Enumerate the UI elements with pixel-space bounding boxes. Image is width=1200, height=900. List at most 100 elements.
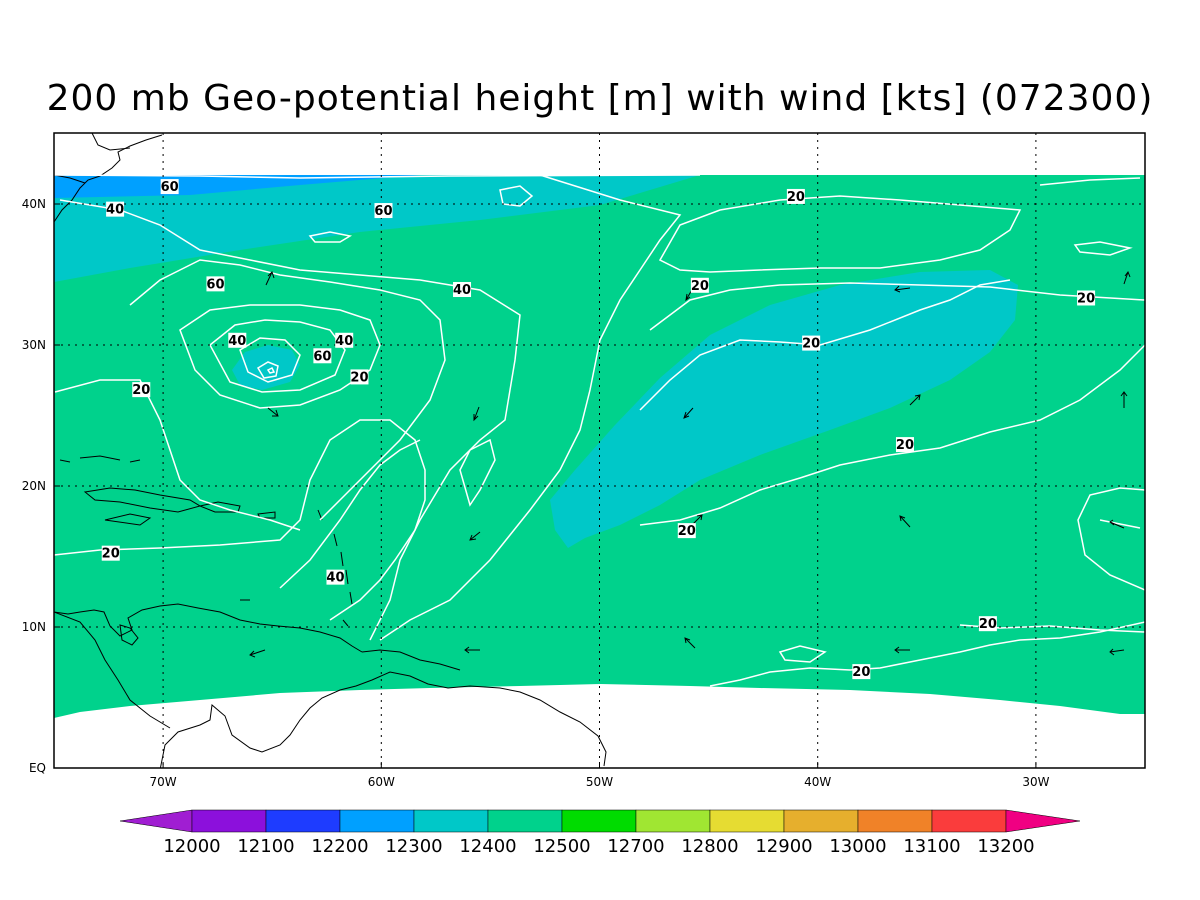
contour-label: 20: [690, 277, 709, 294]
height-field-12300-12400-low: [232, 345, 300, 390]
colorbar-box: [265, 809, 341, 833]
colorbar-box: [191, 809, 267, 833]
colorbar-label: 12200: [311, 836, 368, 857]
contour-label-text: 40: [326, 571, 344, 586]
contour-label-box: [335, 332, 354, 348]
colorbar-label: 13000: [829, 836, 886, 857]
contour-label-text: 20: [852, 665, 870, 680]
contour-label: 20: [852, 664, 870, 680]
colorbar-box: [783, 809, 859, 833]
contour-label: 20: [132, 382, 150, 398]
wind-vectors: [249, 270, 1131, 658]
lat-tick-label: 20N: [22, 479, 46, 493]
contour-label-text: 20: [1077, 291, 1095, 306]
contour-labels: 60 40 60 20 60 40 20 20 40 40 60 20 20 20 20 20 20 40 20 20: [102, 179, 1095, 680]
contour-label-text: 40: [453, 283, 471, 298]
colorbar-box: [709, 809, 785, 833]
contour-label: 40: [228, 332, 247, 349]
contour-label-box: [206, 276, 225, 292]
height-field-12200-12300-north: [54, 175, 420, 198]
contour-label-text: 60: [161, 180, 179, 195]
contour-label-text: 20: [350, 370, 368, 385]
contour-label-text: 40: [106, 203, 124, 218]
contour-label-box: [453, 282, 472, 298]
height-field-12300-12400-north: [54, 175, 700, 282]
colorbar-box: [857, 809, 933, 833]
contour-label-text: 60: [313, 349, 331, 364]
contour-label-box: [228, 332, 247, 348]
colorbar-label: 12300: [385, 836, 442, 857]
contour-label: 60: [313, 348, 331, 364]
lat-tick-label: 30N: [22, 338, 46, 352]
contour-label-box: [101, 545, 120, 561]
contour-label-box: [132, 382, 151, 398]
contour-label-text: 60: [374, 204, 392, 219]
contour-label: 20: [101, 545, 120, 562]
contour-label: 40: [106, 201, 125, 218]
contour-label: 40: [335, 332, 354, 349]
lat-tick-label: 40N: [22, 197, 46, 211]
lon-tick-label: 30W: [1022, 775, 1049, 789]
contour-label-text: 20: [979, 617, 997, 632]
colorbar-box: [931, 809, 1007, 833]
lat-tick-label: EQ: [29, 761, 46, 775]
colorbar-label: 12000: [163, 836, 220, 857]
lon-tick-label: 40W: [804, 775, 831, 789]
contour-label-text: 20: [678, 524, 696, 539]
contour-label-box: [895, 437, 914, 453]
contour-label: 60: [161, 179, 179, 195]
contour-label-text: 60: [206, 277, 224, 292]
contour-label: 20: [786, 188, 805, 205]
colorbar-low-arrow: [119, 809, 193, 833]
height-field-12300-12400-ridge: [550, 270, 1018, 548]
lon-tick-label: 50W: [586, 775, 613, 789]
contour-label: 60: [374, 203, 393, 219]
colorbar-label: 12400: [459, 836, 516, 857]
contour-label-box: [690, 277, 709, 293]
lat-tick-label: 10N: [22, 620, 46, 634]
contour-label: 20: [802, 335, 821, 352]
contour-label-box: [802, 335, 821, 351]
contour-label-box: [106, 201, 125, 217]
colorbar-box: [635, 809, 711, 833]
contour-label-text: 40: [335, 334, 353, 349]
contour-label-box: [786, 188, 805, 204]
lon-tick-label: 70W: [150, 775, 177, 789]
contour-label-box: [1077, 290, 1096, 306]
contour-label-box: [326, 569, 345, 585]
contour-label-text: 20: [132, 383, 150, 398]
colorbar-box: [339, 809, 415, 833]
colorbar-label: 13200: [977, 836, 1034, 857]
contour-label-box: [852, 664, 871, 680]
colorbar-label: 13100: [903, 836, 960, 857]
colorbar-label: 12500: [533, 836, 590, 857]
contour-label: 20: [1077, 290, 1095, 306]
colorbar-label: 12100: [237, 836, 294, 857]
colorbar-high-arrow: [1005, 809, 1081, 833]
contour-label-text: 20: [787, 190, 805, 205]
contour-label-box: [160, 179, 179, 195]
contour-label: 40: [326, 569, 345, 586]
colorbar-label: 12800: [681, 836, 738, 857]
contour-label-text: 20: [802, 337, 820, 352]
height-contours: [54, 174, 1145, 687]
contour-label-text: 20: [102, 547, 120, 562]
contour-label: 20: [896, 437, 914, 453]
contour-label-box: [313, 348, 332, 364]
contour-label: 20: [350, 369, 369, 385]
contour-label-text: 20: [691, 279, 709, 294]
contour-label-text: 40: [228, 334, 246, 349]
contour-label-box: [677, 523, 696, 539]
axis-labels: 70W 60W 50W 40W 30W EQ 10N 20N 30N 40N: [22, 197, 1050, 789]
contour-label: 40: [453, 282, 471, 298]
contour-label-box: [978, 616, 997, 632]
contour-label-text: 20: [896, 438, 914, 453]
contour-label: 20: [979, 616, 997, 632]
chart-title: 200 mb Geo-potential height [m] with win…: [46, 78, 1154, 119]
contour-label: 60: [206, 276, 225, 292]
colorbar-label: 12900: [755, 836, 812, 857]
contour-label: 20: [678, 523, 696, 539]
islands: [59, 455, 353, 646]
colorbar: 12000 12100 12200 12300 12400 12500 12700 12800…: [119, 809, 1081, 857]
